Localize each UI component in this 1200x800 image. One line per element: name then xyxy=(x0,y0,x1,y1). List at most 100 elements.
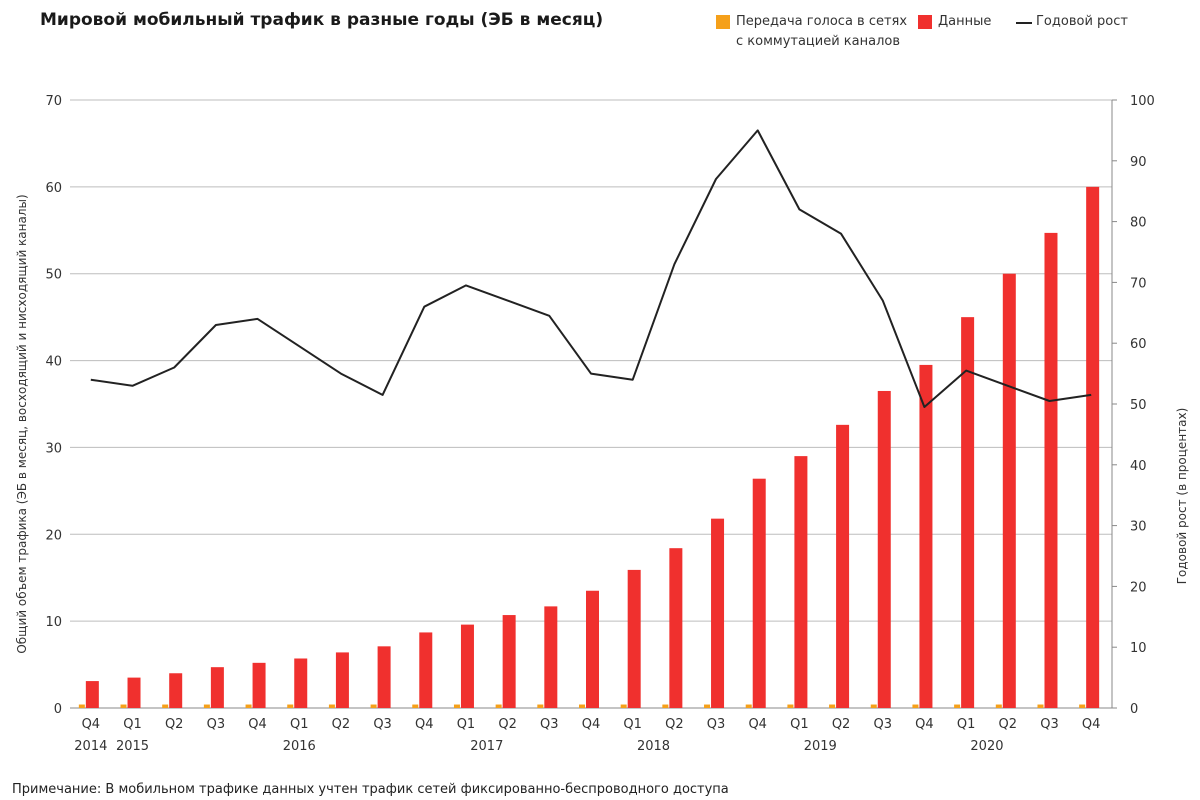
voice-bar xyxy=(203,704,210,708)
voice-bar xyxy=(787,704,794,708)
x-tick-label: Q2 xyxy=(165,717,184,732)
voice-bar xyxy=(745,704,752,708)
growth-swatch xyxy=(1016,22,1032,24)
data-bar xyxy=(627,569,641,708)
voice-bar xyxy=(995,704,1002,708)
data-bar xyxy=(85,681,99,708)
data-bar xyxy=(502,615,516,708)
x-tick-label: Q2 xyxy=(332,717,351,732)
data-swatch xyxy=(918,15,932,29)
x-tick-label: Q3 xyxy=(373,717,392,732)
x-tick-label: Q3 xyxy=(540,717,559,732)
legend-data-label: Данные xyxy=(938,14,992,29)
y-tick-label: 60 xyxy=(45,181,62,196)
voice-bar xyxy=(912,704,919,708)
y-axis-title: Общий объем трафика (ЭБ в месяц, восходя… xyxy=(15,194,29,653)
voice-bar xyxy=(870,704,877,708)
data-bar xyxy=(919,364,933,708)
y2-tick-label: 80 xyxy=(1130,216,1147,231)
x-tick-label: Q1 xyxy=(290,717,309,732)
voice-bar xyxy=(453,704,460,708)
x-tick-label: Q2 xyxy=(498,717,517,732)
x-tick-label: Q3 xyxy=(1040,717,1059,732)
y-tick-label: 0 xyxy=(54,702,62,717)
data-bar xyxy=(544,606,558,708)
data-bar xyxy=(460,624,474,708)
x-tick-label: Q1 xyxy=(957,717,976,732)
y2-tick-label: 70 xyxy=(1130,276,1147,291)
y2-tick-label: 30 xyxy=(1130,520,1147,535)
x-tick-label: Q3 xyxy=(874,717,893,732)
x-tick-label: Q1 xyxy=(623,717,642,732)
data-bar xyxy=(1044,232,1058,709)
voice-bar xyxy=(78,704,85,708)
x-tick-label: Q2 xyxy=(999,717,1018,732)
y2-tick-label: 20 xyxy=(1130,580,1147,595)
data-bar xyxy=(711,518,725,708)
voice-bar xyxy=(537,704,544,708)
data-bar xyxy=(419,632,433,708)
voice-bar xyxy=(287,704,294,708)
voice-bar xyxy=(829,704,836,708)
x-tick-label: Q4 xyxy=(415,717,434,732)
data-bar xyxy=(210,667,224,708)
y-tick-label: 50 xyxy=(45,268,62,283)
x-year-label: 2018 xyxy=(637,739,670,754)
chart-title: Мировой мобильный трафик в разные годы (… xyxy=(40,10,604,30)
voice-bar xyxy=(328,704,335,708)
data-bar xyxy=(586,590,599,708)
x-tick-label: Q1 xyxy=(457,717,476,732)
x-tick-label: Q4 xyxy=(915,717,934,732)
data-bar xyxy=(252,662,266,708)
data-bar xyxy=(961,317,975,708)
data-bar xyxy=(877,390,891,708)
x-year-label: 2020 xyxy=(970,739,1003,754)
voice-bar xyxy=(162,704,169,708)
y-tick-label: 30 xyxy=(45,441,62,456)
voice-bar xyxy=(412,704,419,708)
growth-line xyxy=(90,129,1092,408)
x-year-label: 2014 xyxy=(74,739,107,754)
y2-tick-label: 10 xyxy=(1130,641,1147,656)
data-bar xyxy=(1002,273,1016,708)
voice-bar xyxy=(620,704,627,708)
y-tick-label: 70 xyxy=(45,94,62,109)
data-bar xyxy=(169,673,183,708)
legend-voice-label: Передача голоса в сетях с коммутацией кан… xyxy=(736,14,908,49)
voice-bar xyxy=(370,704,377,708)
voice-bar xyxy=(1037,704,1044,708)
data-bar xyxy=(377,646,391,708)
x-tick-label: Q4 xyxy=(748,717,767,732)
y2-tick-label: 90 xyxy=(1130,155,1147,170)
y2-tick-label: 40 xyxy=(1130,459,1147,474)
x-tick-label: Q3 xyxy=(207,717,226,732)
voice-bar xyxy=(704,704,711,708)
x-year-label: 2015 xyxy=(116,739,149,754)
voice-bar xyxy=(245,704,252,708)
x-tick-label: Q4 xyxy=(248,717,267,732)
voice-bar xyxy=(120,704,127,708)
voice-bar xyxy=(1079,704,1086,708)
x-year-label: 2019 xyxy=(804,739,837,754)
x-tick-label: Q4 xyxy=(82,717,101,732)
y2-tick-label: 0 xyxy=(1130,702,1138,717)
x-tick-label: Q4 xyxy=(1082,717,1101,732)
y2-tick-label: 50 xyxy=(1130,398,1147,413)
x-year-label: 2016 xyxy=(283,739,316,754)
y-tick-label: 40 xyxy=(45,355,62,370)
x-tick-label: Q1 xyxy=(123,717,142,732)
voice-bar xyxy=(662,704,669,708)
data-bar xyxy=(794,456,808,708)
voice-swatch xyxy=(716,15,730,29)
y-tick-label: 10 xyxy=(45,615,62,630)
y2-tick-label: 100 xyxy=(1130,94,1155,109)
x-year-label: 2017 xyxy=(470,739,503,754)
data-bar xyxy=(127,677,141,708)
data-bar xyxy=(836,424,850,708)
voice-bar xyxy=(495,704,502,708)
x-tick-label: Q2 xyxy=(832,717,851,732)
voice-bar xyxy=(954,704,961,708)
data-bar xyxy=(335,652,349,708)
data-bar xyxy=(752,478,766,708)
